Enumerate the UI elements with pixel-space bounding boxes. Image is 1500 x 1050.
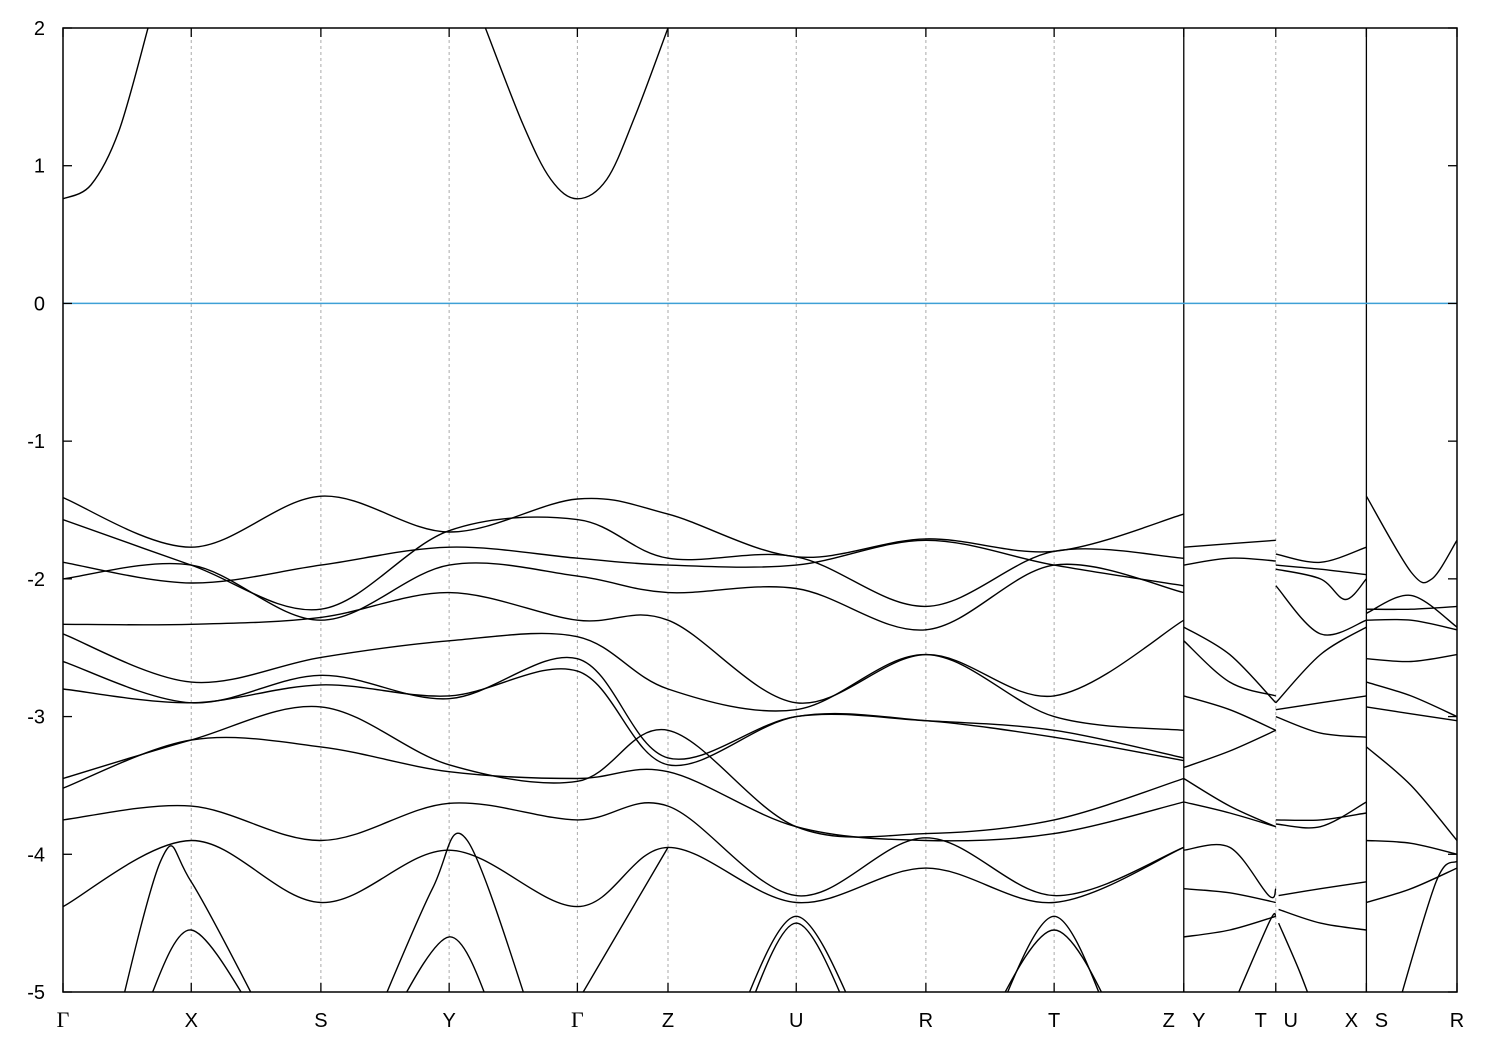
band-line bbox=[1277, 922, 1309, 992]
band-line bbox=[63, 632, 1184, 731]
band-line bbox=[582, 847, 669, 992]
band-line bbox=[63, 28, 149, 200]
band-line bbox=[1183, 915, 1277, 938]
band-line bbox=[151, 929, 242, 992]
band-line bbox=[1275, 626, 1367, 704]
band-line bbox=[1366, 867, 1457, 904]
band-line bbox=[63, 516, 1184, 611]
band-line bbox=[1183, 729, 1277, 769]
band-line bbox=[63, 668, 1184, 767]
band-line bbox=[1365, 495, 1457, 584]
band-line bbox=[1401, 860, 1457, 992]
band-line bbox=[63, 705, 1185, 838]
band-line bbox=[1183, 640, 1276, 697]
kpoint-label: Z bbox=[1163, 1010, 1175, 1032]
y-tick-label: -3 bbox=[27, 707, 45, 729]
kpoint-label: Z bbox=[662, 1010, 674, 1032]
band-line bbox=[1366, 653, 1457, 663]
band-line bbox=[1366, 706, 1457, 722]
band-line bbox=[1004, 929, 1103, 992]
band-line bbox=[386, 832, 525, 992]
band-line bbox=[1183, 539, 1276, 548]
band-line bbox=[1006, 915, 1100, 992]
band-line bbox=[63, 495, 1184, 559]
band-line bbox=[1275, 812, 1367, 822]
band-line bbox=[1275, 568, 1367, 601]
grid-lines bbox=[62, 28, 1458, 992]
y-tick-label: 2 bbox=[34, 18, 45, 40]
kpoint-label: S bbox=[1375, 1010, 1388, 1032]
band-line bbox=[63, 656, 1184, 760]
kpoint-label: Y bbox=[1192, 1010, 1205, 1032]
band-line bbox=[63, 591, 1185, 704]
band-line bbox=[484, 28, 669, 200]
band-line bbox=[405, 936, 485, 992]
kpoint-label: Γ bbox=[57, 1007, 70, 1032]
kpoint-label: X bbox=[1345, 1010, 1358, 1032]
band-line bbox=[1365, 746, 1457, 841]
band-line bbox=[1183, 626, 1277, 704]
kpoint-label: U bbox=[789, 1010, 803, 1032]
bands bbox=[63, 28, 1457, 992]
band-line bbox=[1366, 605, 1457, 611]
kpoint-label: X bbox=[185, 1010, 198, 1032]
band-line bbox=[1278, 881, 1367, 897]
band-line bbox=[1366, 681, 1457, 718]
kpoint-label: R bbox=[1450, 1010, 1464, 1032]
band-line bbox=[63, 839, 1185, 908]
band-line bbox=[63, 736, 1184, 842]
y-tick-label: 0 bbox=[34, 293, 45, 315]
kpoint-label: U bbox=[1284, 1010, 1298, 1032]
band-line bbox=[63, 562, 1184, 631]
axes bbox=[62, 27, 1458, 993]
band-line bbox=[1366, 839, 1457, 855]
band-line bbox=[1366, 594, 1457, 628]
plot-frame bbox=[62, 27, 1458, 993]
band-line bbox=[1275, 695, 1367, 711]
band-line bbox=[1275, 585, 1367, 636]
kpoint-label: T bbox=[1048, 1010, 1060, 1032]
band-line bbox=[1183, 695, 1277, 731]
band-line bbox=[123, 845, 252, 992]
band-line bbox=[1183, 777, 1277, 828]
band-line bbox=[1275, 546, 1367, 564]
kpoint-label: R bbox=[919, 1010, 933, 1032]
y-tick-label: 1 bbox=[34, 156, 45, 178]
band-line bbox=[1275, 715, 1367, 738]
band-line bbox=[748, 915, 847, 992]
kpoint-label: Γ bbox=[571, 1007, 584, 1032]
band-line bbox=[1366, 618, 1457, 631]
band-line bbox=[1238, 912, 1277, 992]
band-line bbox=[1183, 801, 1277, 828]
band-line bbox=[1275, 801, 1367, 829]
band-line bbox=[63, 802, 1185, 897]
band-line bbox=[1278, 908, 1367, 931]
kpoint-label: T bbox=[1255, 1010, 1267, 1032]
y-tick-label: -5 bbox=[27, 982, 45, 1004]
y-tick-label: -2 bbox=[27, 569, 45, 591]
band-line bbox=[1183, 888, 1276, 904]
band-line bbox=[1183, 557, 1276, 566]
y-tick-label: -4 bbox=[27, 844, 45, 866]
band-line bbox=[1183, 843, 1277, 899]
band-line bbox=[1275, 564, 1367, 576]
band-line bbox=[754, 922, 841, 992]
kpoint-label: S bbox=[314, 1010, 327, 1032]
y-tick-label: -1 bbox=[27, 431, 45, 453]
band-line bbox=[63, 539, 1184, 587]
kpoint-label: Y bbox=[442, 1010, 455, 1032]
